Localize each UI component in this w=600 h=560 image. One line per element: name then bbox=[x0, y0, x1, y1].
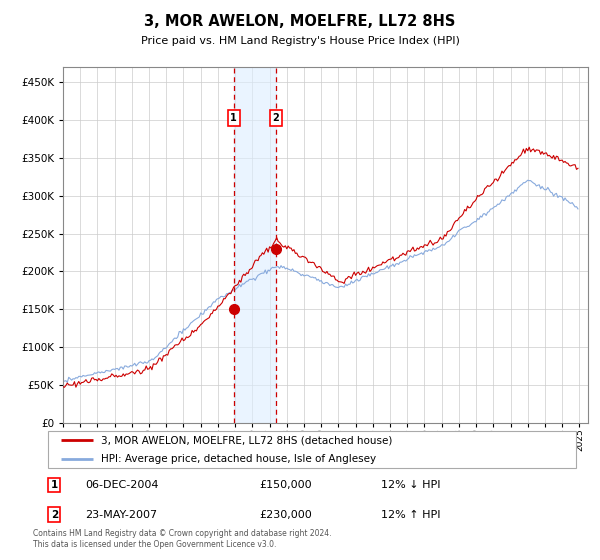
Text: 12% ↑ HPI: 12% ↑ HPI bbox=[380, 510, 440, 520]
Text: 06-DEC-2004: 06-DEC-2004 bbox=[85, 480, 158, 490]
Text: 2: 2 bbox=[272, 113, 280, 123]
Text: 23-MAY-2007: 23-MAY-2007 bbox=[85, 510, 157, 520]
Text: 2: 2 bbox=[51, 510, 58, 520]
Text: 3, MOR AWELON, MOELFRE, LL72 8HS: 3, MOR AWELON, MOELFRE, LL72 8HS bbox=[145, 14, 455, 29]
Text: 12% ↓ HPI: 12% ↓ HPI bbox=[380, 480, 440, 490]
Text: £150,000: £150,000 bbox=[259, 480, 312, 490]
Text: 1: 1 bbox=[51, 480, 58, 490]
FancyBboxPatch shape bbox=[48, 431, 576, 468]
Text: HPI: Average price, detached house, Isle of Anglesey: HPI: Average price, detached house, Isle… bbox=[101, 454, 376, 464]
Text: 1: 1 bbox=[230, 113, 237, 123]
Text: Price paid vs. HM Land Registry's House Price Index (HPI): Price paid vs. HM Land Registry's House … bbox=[140, 36, 460, 46]
Text: Contains HM Land Registry data © Crown copyright and database right 2024.
This d: Contains HM Land Registry data © Crown c… bbox=[33, 529, 331, 549]
Text: 3, MOR AWELON, MOELFRE, LL72 8HS (detached house): 3, MOR AWELON, MOELFRE, LL72 8HS (detach… bbox=[101, 435, 392, 445]
Text: £230,000: £230,000 bbox=[259, 510, 312, 520]
Bar bbox=[234, 67, 276, 423]
